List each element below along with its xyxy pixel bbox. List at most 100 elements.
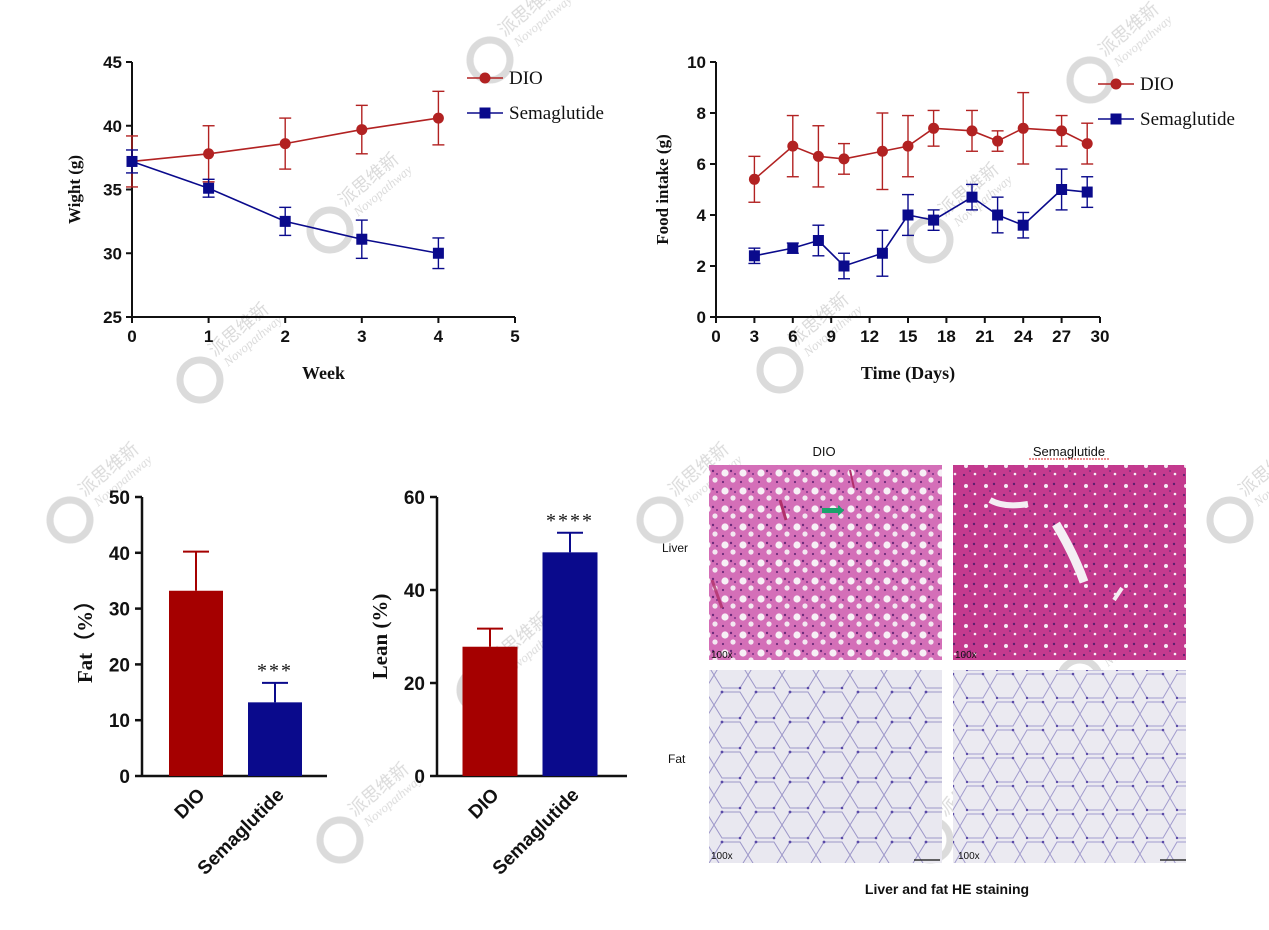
fat-semaglutide-image	[953, 670, 1186, 863]
data-point-dio	[1017, 122, 1029, 134]
green-arrow	[822, 508, 838, 513]
y-tick-label: 50	[109, 488, 130, 509]
liver-dio-image	[709, 465, 942, 660]
data-point-semaglutide	[787, 242, 799, 254]
category-label: DIO	[171, 785, 210, 824]
y-tick-label: 0	[119, 767, 130, 788]
data-point-semaglutide	[992, 209, 1004, 221]
x-tick-label: 0	[127, 327, 136, 346]
x-tick-label: 27	[1052, 327, 1071, 346]
watermark-logo-icon	[1066, 56, 1114, 104]
x-tick-label: 6	[788, 327, 797, 346]
bar-dio	[169, 590, 223, 776]
watermark-logo-icon	[636, 496, 684, 544]
data-point-semaglutide	[876, 247, 888, 259]
watermark-logo-icon	[1206, 496, 1254, 544]
data-point-dio	[787, 140, 799, 152]
bar-dio	[462, 646, 518, 776]
data-point-semaglutide	[1056, 184, 1068, 195]
column-label-semaglutide: Semaglutide	[1033, 444, 1105, 459]
y-tick-label: 25	[103, 308, 122, 327]
y-tick-label: 10	[687, 53, 706, 72]
data-point-semaglutide	[279, 215, 291, 227]
watermark-logo-icon	[46, 496, 94, 544]
y-tick-label: 20	[109, 655, 130, 676]
data-point-dio	[279, 138, 291, 150]
fat-dio-image	[709, 670, 942, 863]
series-line-dio	[753, 127, 1088, 180]
micrograph-caption: Liver and fat HE staining	[865, 881, 1029, 897]
watermark-logo-icon	[466, 36, 514, 84]
y-tick-label: 20	[404, 674, 425, 695]
x-tick-label: 3	[357, 327, 366, 346]
x-tick-label: 30	[1091, 327, 1110, 346]
x-tick-label: 12	[860, 327, 879, 346]
data-point-dio	[902, 140, 914, 152]
legend-marker-semaglutide	[479, 107, 491, 119]
y-axis-label: Fat（%）	[73, 590, 97, 683]
data-point-dio	[992, 135, 1004, 147]
y-tick-label: 30	[109, 600, 130, 621]
x-tick-label: 2	[280, 327, 289, 346]
data-point-semaglutide	[928, 214, 940, 226]
x-tick-label: 9	[826, 327, 835, 346]
y-tick-label: 45	[103, 53, 122, 72]
row-label-liver: Liver	[662, 541, 688, 555]
data-point-dio	[876, 145, 888, 157]
data-point-semaglutide	[203, 182, 215, 194]
category-label: DIO	[465, 785, 504, 824]
x-tick-label: 4	[434, 327, 444, 346]
data-point-dio	[356, 124, 368, 136]
watermark-logo-icon	[756, 346, 804, 394]
x-tick-label: 18	[937, 327, 956, 346]
legend-label: Semaglutide	[1140, 109, 1235, 130]
watermark-logo-icon	[306, 206, 354, 254]
data-point-semaglutide	[748, 250, 760, 262]
x-tick-label: 3	[750, 327, 759, 346]
x-tick-label: 1	[204, 327, 213, 346]
y-tick-label: 40	[109, 544, 130, 565]
x-tick-label: 24	[1014, 327, 1033, 346]
data-point-semaglutide	[432, 247, 444, 259]
y-tick-label: 30	[103, 244, 122, 263]
data-point-dio	[838, 153, 850, 165]
x-tick-label: 21	[975, 327, 994, 346]
x-axis-label: Week	[302, 363, 345, 383]
data-point-semaglutide	[1017, 219, 1029, 231]
data-point-dio	[928, 122, 940, 134]
legend-label: Semaglutide	[509, 103, 604, 124]
liver-semaglutide-image	[953, 465, 1186, 660]
y-tick-label: 40	[404, 581, 425, 602]
data-point-dio	[203, 148, 215, 160]
micrograph-panel: DIO Semaglutide Liver Fat 100x 100x	[662, 444, 1186, 897]
data-point-dio	[1056, 125, 1068, 137]
y-tick-label: 2	[697, 257, 706, 276]
watermark-logo-icon	[176, 356, 224, 404]
data-point-dio	[432, 112, 444, 124]
data-point-dio	[966, 125, 978, 137]
y-tick-label: 6	[697, 155, 706, 174]
data-point-semaglutide	[356, 233, 368, 245]
data-point-semaglutide	[966, 191, 978, 203]
y-tick-label: 10	[109, 711, 130, 732]
bar-semaglutide	[248, 702, 302, 776]
data-point-dio	[1081, 138, 1093, 150]
lean-bar-chart: 0 20 40 60 Lean (%) DIO **** Semaglutide	[368, 488, 627, 879]
watermark-logo-icon	[316, 816, 364, 864]
legend-label: DIO	[509, 68, 543, 89]
column-label-dio: DIO	[812, 444, 835, 459]
magnification-liver-dio: 100x	[711, 650, 733, 661]
significance-label: ****	[546, 510, 594, 532]
magnification-liver-semaglutide: 100x	[955, 650, 977, 661]
x-axis-label: Time (Days)	[861, 363, 955, 384]
legend-marker-dio	[1110, 78, 1122, 90]
x-tick-label: 15	[899, 327, 918, 346]
